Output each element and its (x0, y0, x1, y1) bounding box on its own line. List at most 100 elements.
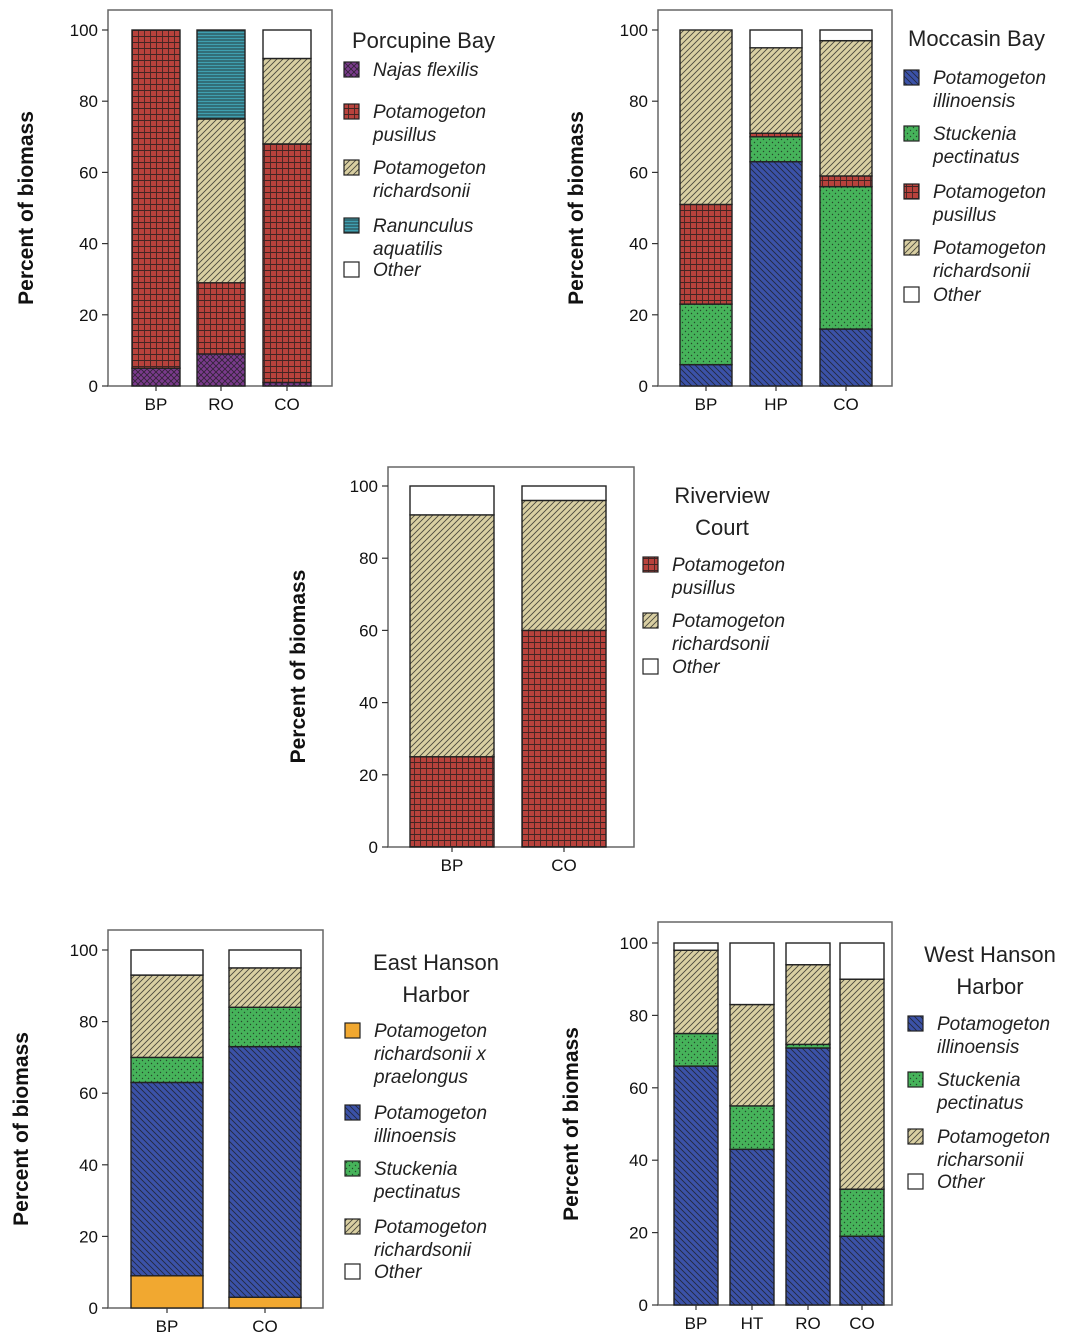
y-tick-label: 80 (629, 1006, 648, 1025)
y-tick-label: 100 (620, 21, 648, 40)
legend-label-stuckenia-pectinatus: Stuckenia (374, 1159, 457, 1180)
y-tick-label: 100 (70, 941, 98, 960)
legend-label-potamogeton-pusillus: Potamogeton (373, 102, 486, 123)
bar-stuckenia-pectinatus-co (839, 1188, 885, 1237)
legend-title: Moccasin Bay (908, 26, 1045, 51)
legend-label-potamogeton-richardsonii: richardsonii (672, 634, 770, 655)
y-tick-label: 40 (79, 235, 98, 254)
legend-title: Riverview (674, 483, 769, 508)
bar-other-co (262, 29, 312, 60)
bar-potamogeton-illinoensis-hp (749, 161, 803, 387)
legend-label-potamogeton-richardsonii-x-praelongus: praelongus (373, 1067, 469, 1088)
legend-swatch-other (907, 1173, 924, 1190)
x-tick-label-co: CO (551, 856, 577, 875)
legend-label-potamogeton-pusillus: Potamogeton (933, 182, 1046, 203)
legend-title-line2: Harbor (956, 974, 1023, 999)
bar-potamogeton-pusillus-bp (409, 756, 495, 848)
x-tick-label-hp: HP (764, 395, 788, 414)
bar-potamogeton-richardsonii-co (819, 39, 873, 177)
legend-label-potamogeton-richardsonii-x-praelongus: richardsonii x (374, 1044, 487, 1065)
y-tick-label: 20 (629, 1224, 648, 1243)
bar-other-ro (785, 942, 831, 966)
legend-label-potamogeton-illinoensis: Potamogeton (374, 1103, 487, 1124)
y-tick-label: 60 (629, 163, 648, 182)
chart-riverview-court: 0 20 40 60 80 100 Percent of biomass BP CO Riverv… (287, 466, 785, 875)
bar-stuckenia-pectinatus-bp (130, 1056, 204, 1084)
bar-potamogeton-richardsonii-bp (679, 29, 733, 206)
legend-swatch-other (642, 658, 659, 675)
y-tick-label: 80 (629, 92, 648, 111)
legend-title: West Hanson (924, 942, 1056, 967)
bar-potamogeton-richardsonii-bp (130, 974, 204, 1059)
bar-ranunculus-aquatilis-ro (196, 29, 246, 120)
bar-stuckenia-pectinatus-bp (679, 303, 733, 366)
x-tick-label-bp: BP (685, 1314, 708, 1333)
legend-label-potamogeton-pusillus: Potamogeton (672, 555, 785, 576)
bar-potamogeton-illinoensis-co (228, 1045, 302, 1298)
legend-swatch-potamogeton-pusillus (343, 103, 360, 120)
bar-potamogeton-richarsonii-ro (785, 964, 831, 1046)
legend-label-potamogeton-illinoensis: Potamogeton (933, 68, 1046, 89)
bar-potamogeton-richarsonii-co (839, 978, 885, 1190)
bar-potamogeton-pusillus-co (819, 175, 873, 188)
x-tick-label-bp: BP (145, 395, 168, 414)
bar-potamogeton-richarsonii-bp (673, 949, 719, 1035)
x-tick-label-bp: BP (156, 1317, 179, 1333)
bar-potamogeton-richardsonii-x-praelongus-bp (130, 1275, 204, 1309)
bar-other-co (228, 949, 302, 969)
y-tick-label: 40 (629, 1151, 648, 1170)
legend-label-other: Other (933, 285, 981, 306)
y-tick-label: 0 (639, 377, 648, 396)
y-tick-label: 40 (79, 1156, 98, 1175)
y-tick-label: 0 (89, 377, 98, 396)
chart-porcupine-bay: 0 20 40 60 80 100 Percent of biomass BP RO CO Porc… (15, 9, 495, 414)
bar-other-bp (130, 949, 204, 976)
bar-potamogeton-pusillus-co (262, 143, 312, 384)
legend-label-other: Other (374, 1262, 422, 1283)
bar-other-co (839, 942, 885, 980)
legend-swatch-potamogeton-richardsonii-x-praelongus (344, 1022, 361, 1039)
bar-stuckenia-pectinatus-bp (673, 1032, 719, 1067)
legend-swatch-potamogeton-richardsonii (642, 612, 659, 629)
y-tick-label: 100 (620, 934, 648, 953)
y-axis-label: Percent of biomass (560, 1027, 583, 1221)
legend-swatch-potamogeton-pusillus (642, 556, 659, 573)
bar-potamogeton-illinoensis-bp (679, 363, 733, 387)
legend-swatch-potamogeton-richardsonii (344, 1218, 361, 1235)
legend-swatch-other (903, 286, 920, 303)
legend-label-potamogeton-richardsonii: Potamogeton (373, 158, 486, 179)
y-tick-label: 80 (79, 92, 98, 111)
legend-label-potamogeton-richarsonii: richarsonii (937, 1150, 1024, 1171)
legend-label-potamogeton-richardsonii: richardsonii (374, 1240, 472, 1261)
x-tick-label-co: CO (274, 395, 300, 414)
x-tick-label-bp: BP (441, 856, 464, 875)
y-tick-label: 20 (359, 766, 378, 785)
y-tick-label: 60 (79, 163, 98, 182)
bar-potamogeton-richardsonii-co (228, 967, 302, 1008)
legend-title: Porcupine Bay (352, 28, 495, 53)
bar-other-hp (749, 29, 803, 49)
legend: RiverviewCourtPotamogetonpusillusPotamog… (642, 483, 785, 678)
legend-swatch-potamogeton-illinoensis (344, 1104, 361, 1121)
x-tick-label-ht: HT (741, 1314, 764, 1333)
y-axis-label: Percent of biomass (565, 111, 588, 305)
legend-swatch-other (344, 1263, 361, 1280)
x-tick-label-co: CO (849, 1314, 875, 1333)
y-axis-label: Percent of biomass (15, 111, 38, 305)
legend-label-potamogeton-richardsonii: richardsonii (373, 181, 471, 202)
y-tick-label: 0 (89, 1299, 98, 1318)
legend: Moccasin BayPotamogetonillinoensisStucke… (903, 26, 1046, 306)
legend-swatch-potamogeton-richardsonii (903, 239, 920, 256)
legend-label-other: Other (672, 657, 720, 678)
y-tick-label: 80 (79, 1013, 98, 1032)
legend-label-potamogeton-richardsonii: Potamogeton (672, 611, 785, 632)
legend-label-potamogeton-richarsonii: Potamogeton (937, 1127, 1050, 1148)
legend-title: East Hanson (373, 950, 499, 975)
chart-moccasin-bay: 0 20 40 60 80 100 Percent of biomass BP HP CO Mocc… (565, 9, 1046, 414)
bar-stuckenia-pectinatus-co (228, 1006, 302, 1048)
bar-potamogeton-richardsonii-hp (749, 47, 803, 134)
legend-label-potamogeton-richardsonii: Potamogeton (374, 1217, 487, 1238)
legend-swatch-stuckenia-pectinatus (907, 1071, 924, 1088)
